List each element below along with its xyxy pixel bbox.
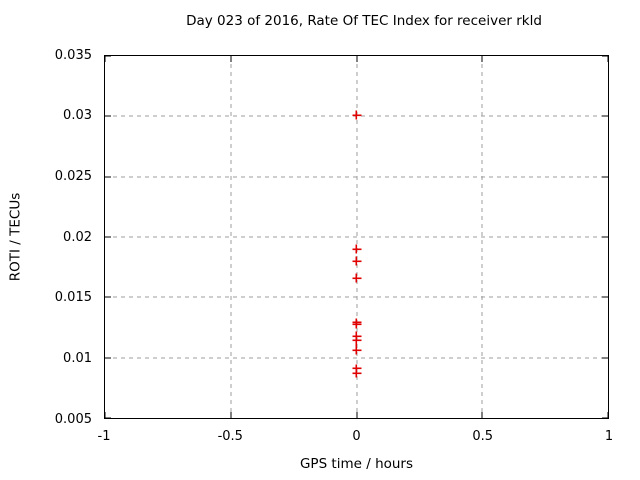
y-tick-mark xyxy=(602,357,608,359)
data-point-marker xyxy=(352,244,361,254)
data-point-marker xyxy=(352,273,361,283)
chart-title: Day 023 of 2016, Rate Of TEC Index for r… xyxy=(186,13,542,29)
data-point-marker xyxy=(352,364,361,374)
y-tick-mark xyxy=(105,115,111,117)
x-tick-mark xyxy=(356,56,357,62)
y-tick-mark xyxy=(105,357,111,359)
x-tick-mark xyxy=(104,412,106,418)
y-tick-mark xyxy=(602,417,608,419)
y-tick-label: 0.015 xyxy=(54,290,92,306)
x-tick-mark xyxy=(104,56,106,62)
plot-area xyxy=(104,55,609,419)
y-tick-label: 0.035 xyxy=(54,47,92,63)
data-point-marker xyxy=(352,331,361,341)
x-tick-mark xyxy=(356,412,357,418)
y-gridline xyxy=(105,296,608,298)
data-point-marker xyxy=(352,319,361,329)
data-point-marker xyxy=(352,336,361,346)
y-tick-mark xyxy=(602,236,608,238)
y-gridline xyxy=(105,176,608,178)
x-tick-mark xyxy=(481,56,483,62)
y-gridline xyxy=(105,236,608,238)
data-point-marker xyxy=(352,256,361,266)
y-tick-mark xyxy=(602,115,608,117)
y-tick-label: 0.01 xyxy=(63,350,92,366)
x-tick-label: 0.5 xyxy=(472,429,494,444)
y-tick-mark xyxy=(602,296,608,298)
y-tick-mark xyxy=(105,417,111,419)
y-gridline xyxy=(105,357,608,359)
y-tick-label: 0.025 xyxy=(54,168,92,184)
y-tick-mark xyxy=(602,55,608,57)
y-tick-mark xyxy=(105,176,111,178)
x-tick-mark xyxy=(607,412,609,418)
y-tick-mark xyxy=(105,55,111,57)
x-tick-label: -1 xyxy=(97,429,111,444)
x-tick-label: 0 xyxy=(352,429,361,444)
y-tick-label: 0.005 xyxy=(54,411,92,427)
data-point-marker xyxy=(352,110,361,120)
y-tick-label: 0.02 xyxy=(63,229,92,245)
y-tick-mark xyxy=(105,236,111,238)
y-tick-mark xyxy=(602,176,608,178)
y-tick-mark xyxy=(105,296,111,298)
x-tick-label: -0.5 xyxy=(217,429,243,444)
data-point-marker xyxy=(352,345,361,355)
y-tick-label: 0.03 xyxy=(63,108,92,124)
x-axis-title: GPS time / hours xyxy=(299,456,414,472)
x-tick-label: 1 xyxy=(604,429,614,444)
x-tick-mark xyxy=(230,56,232,62)
data-point-marker xyxy=(352,368,361,378)
x-tick-mark xyxy=(481,412,483,418)
x-tick-mark xyxy=(607,56,609,62)
x-tick-mark xyxy=(230,412,232,418)
